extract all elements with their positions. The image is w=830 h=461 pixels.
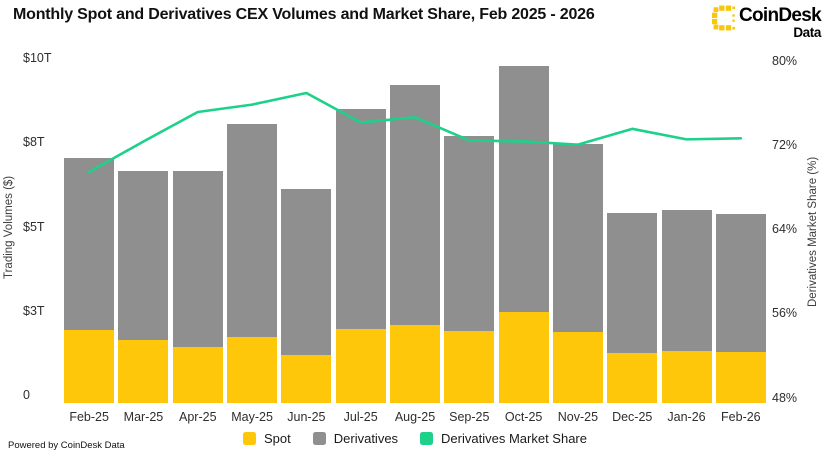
derivatives-market-share-line bbox=[87, 91, 743, 174]
right-axis-title: Derivatives Market Share (%) bbox=[807, 156, 819, 308]
x-tick-label: Feb-25 bbox=[69, 410, 109, 424]
derivatives-swatch-icon bbox=[312, 432, 326, 445]
left-y-tick-label: $5T bbox=[23, 219, 45, 234]
legend-label: Derivatives bbox=[333, 431, 399, 446]
x-tick-label: Oct-25 bbox=[504, 410, 543, 424]
bar-derivatives-segment bbox=[172, 171, 223, 347]
x-tick-label: May-25 bbox=[231, 410, 273, 424]
coindesk-pixel-c-icon bbox=[711, 5, 735, 31]
x-tick-label: Apr-25 bbox=[179, 410, 217, 424]
bar-derivatives-segment bbox=[227, 124, 278, 337]
logo-text: CoinDesk Data bbox=[738, 5, 822, 40]
bar-derivatives-segment bbox=[64, 158, 115, 330]
x-tick-label: Feb-26 bbox=[721, 410, 761, 424]
bar-spot-segment bbox=[227, 336, 278, 403]
plot-area bbox=[62, 57, 768, 403]
bar-spot-segment bbox=[390, 325, 440, 403]
bar-spot-segment bbox=[498, 312, 549, 403]
bar-spot-segment bbox=[172, 346, 223, 403]
x-tick-label: Mar-25 bbox=[123, 410, 164, 424]
bar-spot-segment bbox=[118, 339, 169, 403]
bar-derivatives-segment bbox=[118, 170, 169, 340]
bar-derivatives-segment bbox=[552, 144, 603, 333]
legend: Spot Derivatives Derivatives Market Shar… bbox=[0, 431, 830, 446]
x-tick-label: Sep-25 bbox=[449, 410, 490, 424]
bar-spot-segment bbox=[335, 328, 386, 403]
right-y-tick-label: 64% bbox=[772, 222, 798, 237]
bar-spot-segment bbox=[661, 351, 712, 403]
bar-derivatives-segment bbox=[444, 135, 495, 331]
legend-item-derivatives-market-share: Derivatives Market Share bbox=[420, 431, 587, 446]
x-tick-label: Jan-26 bbox=[667, 410, 706, 424]
left-y-tick-label: $3T bbox=[23, 303, 45, 318]
powered-by-text: Powered by CoinDesk Data bbox=[8, 440, 125, 451]
spot-swatch-icon bbox=[243, 432, 256, 445]
bar-spot-segment bbox=[281, 355, 332, 403]
bar-derivatives-segment bbox=[661, 209, 712, 352]
left-y-tick-label: $10T bbox=[23, 51, 52, 65]
right-y-tick-label: 80% bbox=[772, 53, 798, 68]
bar-derivatives-segment bbox=[607, 212, 658, 353]
bar-derivatives-segment bbox=[281, 189, 332, 356]
right-y-tick-label: 72% bbox=[772, 137, 798, 152]
right-y-tick-label: 48% bbox=[772, 390, 798, 405]
market-share-swatch-icon bbox=[420, 432, 434, 445]
coindesk-logo: CoinDesk Data bbox=[711, 5, 822, 40]
x-tick-label: Dec-25 bbox=[612, 410, 653, 424]
bar-spot-segment bbox=[715, 351, 766, 403]
x-tick-label: Aug-25 bbox=[394, 410, 436, 424]
right-y-tick-label: 56% bbox=[772, 306, 798, 321]
bar-derivatives-segment bbox=[335, 108, 386, 329]
bar-spot-segment bbox=[607, 352, 658, 403]
legend-label: Spot bbox=[264, 431, 291, 446]
bar-spot-segment bbox=[64, 329, 115, 403]
x-tick-label: Nov-25 bbox=[557, 410, 599, 424]
left-y-tick-label: 0 bbox=[23, 388, 30, 402]
bar-derivatives-segment bbox=[498, 66, 549, 312]
chart-title: Monthly Spot and Derivatives CEX Volumes… bbox=[13, 6, 595, 23]
x-tick-label: Jul-25 bbox=[343, 410, 378, 424]
x-tick-label: Jun-25 bbox=[287, 410, 326, 424]
bar-spot-segment bbox=[552, 332, 603, 403]
bar-spot-segment bbox=[444, 330, 495, 403]
legend-item-derivatives: Derivatives bbox=[312, 431, 399, 446]
legend-item-spot: Spot bbox=[243, 431, 291, 446]
left-y-tick-label: $8T bbox=[23, 135, 45, 150]
left-axis-title: Trading Volumes ($) bbox=[3, 175, 15, 280]
logo-suffix: Data bbox=[793, 25, 821, 40]
logo-brand: CoinDesk bbox=[738, 5, 822, 26]
legend-label: Derivatives Market Share bbox=[441, 431, 587, 446]
bar-derivatives-segment bbox=[715, 214, 766, 352]
